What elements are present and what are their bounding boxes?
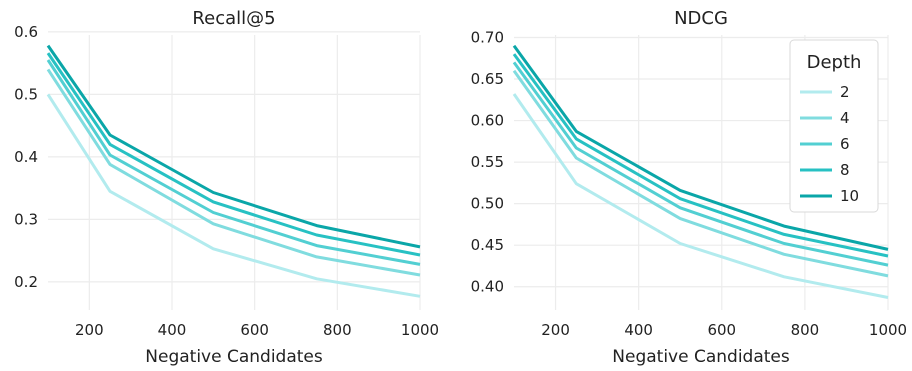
ndcg-x-tick-label: 600	[707, 321, 736, 339]
recall-y-tick-label: 0.6	[14, 23, 38, 41]
ndcg-y-tick-label: 0.55	[471, 153, 504, 171]
ndcg-series-line-depth-4	[512, 69, 889, 278]
ndcg-series-line-depth-10	[512, 44, 889, 251]
recall-series-line-depth-10	[46, 44, 421, 249]
recall-x-tick-label: 200	[75, 321, 104, 339]
ndcg-series-line-depth-2	[512, 93, 889, 299]
recall-y-tick-label: 0.5	[14, 85, 38, 103]
recall-y-tick-label: 0.4	[14, 148, 38, 166]
legend-label-depth-2: 2	[840, 83, 850, 101]
ndcg-series-line-depth-8	[512, 53, 889, 258]
legend-label-depth-8: 8	[840, 161, 850, 179]
ndcg-x-tick-label: 800	[791, 321, 820, 339]
recall-x-axis-title: Negative Candidates	[145, 347, 323, 367]
ndcg-x-tick-label: 400	[624, 321, 653, 339]
ndcg-y-tick-label: 0.45	[471, 236, 504, 254]
legend-label-depth-6: 6	[840, 135, 850, 153]
ndcg-series-line-depth-6	[512, 61, 889, 267]
recall-series-line-depth-8	[46, 52, 421, 257]
ndcg-y-tick-label: 0.65	[471, 70, 504, 88]
recall-x-tick-label: 600	[240, 321, 269, 339]
ndcg-y-tick-label: 0.50	[471, 195, 504, 213]
ndcg-x-tick-label: 200	[541, 321, 570, 339]
ndcg-y-tick-label: 0.70	[471, 28, 504, 46]
recall-series-line-depth-4	[46, 68, 421, 277]
ndcg-y-tick-label: 0.40	[471, 278, 504, 296]
recall-y-tick-label: 0.2	[14, 273, 38, 291]
legend: Depth 2 4 6 8 10	[789, 39, 879, 213]
recall-panel-title: Recall@5	[192, 8, 275, 29]
recall-panel: Recall@5 Negative Candidates 0.2 0.3 0.4 0.…	[14, 8, 439, 367]
recall-x-tick-label: 800	[323, 321, 352, 339]
recall-series-line-depth-2	[46, 93, 421, 298]
legend-title: Depth	[807, 52, 862, 73]
ndcg-panel: NDCG Negative Candidates 0.40 0.45 0.50 0.5…	[471, 8, 908, 367]
recall-x-tick-label: 1000	[401, 321, 439, 339]
ndcg-panel-title: NDCG	[674, 8, 728, 29]
legend-label-depth-4: 4	[840, 109, 850, 127]
recall-y-tick-label: 0.3	[14, 210, 38, 228]
legend-label-depth-10: 10	[840, 187, 859, 205]
ndcg-y-tick-label: 0.60	[471, 112, 504, 130]
recall-x-tick-label: 400	[158, 321, 187, 339]
ndcg-x-tick-label: 1000	[869, 321, 907, 339]
recall-series-line-depth-6	[46, 59, 421, 266]
ndcg-x-axis-title: Negative Candidates	[612, 347, 790, 367]
